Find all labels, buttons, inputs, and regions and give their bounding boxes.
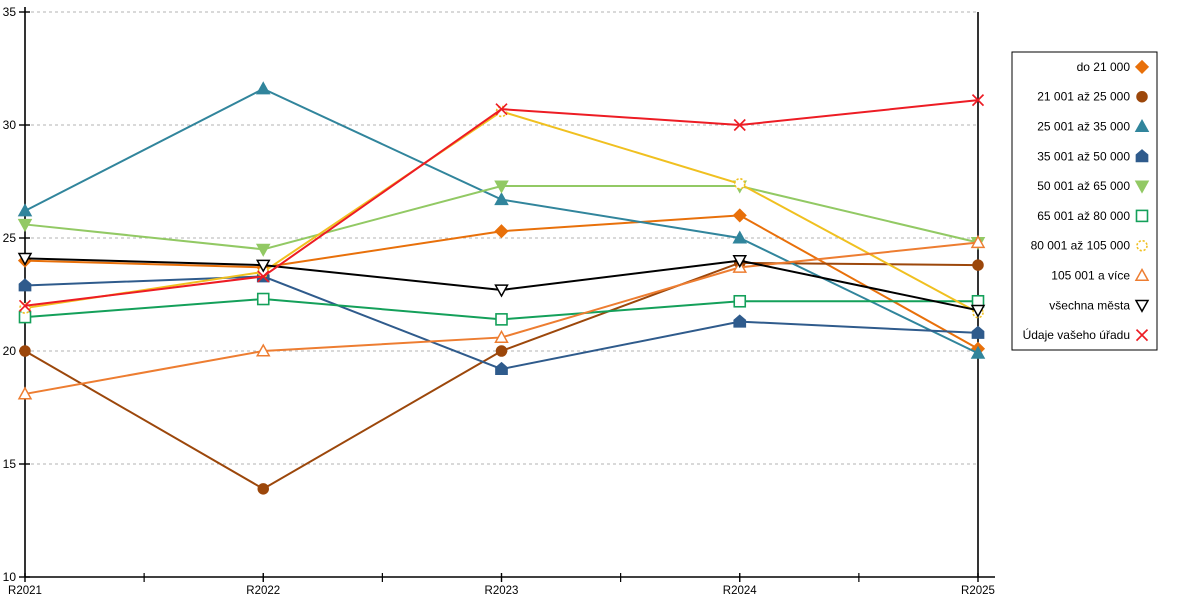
legend-label-3: 35 001 až 50 000 (1037, 149, 1130, 163)
legend-label-5: 65 001 až 80 000 (1037, 209, 1130, 223)
marker-triangle-up-s2-p1 (255, 81, 271, 95)
marker-triangle-up-legend-2 (1134, 118, 1150, 133)
marker-diamond-s0-p2 (494, 224, 509, 239)
marker-square-s5-p2 (495, 313, 508, 326)
marker-triangle-down-s8-p4 (970, 304, 986, 318)
marker-triangle-up-s2-p4 (970, 345, 986, 359)
marker-triangle-down-s8-p3 (732, 255, 748, 269)
marker-triangle-down-s4-p2 (494, 180, 509, 194)
y-tick-label-20: 20 (3, 344, 17, 358)
marker-x-s9-p1 (257, 270, 270, 283)
marker-triangle-down-s4-p0 (17, 218, 33, 232)
marker-circle-legend-1 (1136, 90, 1148, 103)
legend-label-4: 50 001 až 65 000 (1037, 179, 1130, 193)
x-tick-label-R2022: R2022 (246, 585, 280, 597)
series-line-6 (24, 110, 979, 314)
marker-x-s9-p4 (971, 94, 985, 107)
y-tick-label-15: 15 (3, 457, 17, 471)
x-tick-label-R2021: R2021 (8, 585, 42, 597)
legend-label-7: 105 001 a více (1051, 269, 1130, 283)
marker-triangle-up-s2-p0 (17, 203, 33, 217)
x-tick-label-R2024: R2024 (723, 585, 757, 597)
marker-x-s9-p0 (18, 299, 32, 312)
y-tick-label-10: 10 (3, 570, 17, 584)
marker-triangle-down-legend-8 (1134, 299, 1150, 313)
marker-triangle-down-s8-p0 (17, 252, 33, 266)
marker-triangle-up-s7-p2 (494, 329, 509, 343)
marker-pentagon-s3-p2 (495, 361, 508, 376)
marker-triangle-up-legend-7 (1134, 267, 1150, 282)
legend-label-2: 25 001 až 35 000 (1037, 120, 1130, 134)
marker-circle-s1-p1 (257, 483, 269, 495)
marker-triangle-down-legend-4 (1134, 180, 1150, 194)
marker-triangle-down-s4-p1 (255, 243, 271, 257)
marker-circle-s1-p2 (495, 345, 508, 357)
marker-circle-dotted-legend-6 (1136, 239, 1148, 252)
legend-label-8: všechna města (1049, 298, 1130, 312)
y-tick-label-25: 25 (3, 231, 17, 245)
marker-pentagon-legend-3 (1135, 149, 1149, 163)
marker-triangle-down-s8-p2 (494, 284, 509, 298)
marker-triangle-up-s7-p0 (17, 386, 33, 400)
legend-label-6: 80 001 až 105 000 (1031, 239, 1131, 253)
legend-label-1: 21 001 až 25 000 (1037, 90, 1130, 104)
marker-square-s5-p0 (18, 310, 32, 324)
legend-label-0: do 21 000 (1077, 60, 1131, 74)
marker-pentagon-s3-p4 (971, 325, 985, 339)
marker-circle-s1-p4 (972, 259, 984, 271)
marker-triangle-up-s7-p1 (255, 343, 271, 357)
marker-pentagon-s3-p3 (733, 314, 747, 328)
marker-diamond-s0-p3 (732, 208, 747, 223)
marker-triangle-up-s7-p4 (970, 234, 986, 249)
marker-circle-s1-p0 (19, 345, 31, 357)
legend-label-9: Údaje vašeho úřadu (1023, 327, 1130, 342)
y-tick-label-35: 35 (3, 5, 17, 19)
marker-pentagon-s3-p0 (18, 278, 32, 292)
marker-x-legend-9 (1135, 328, 1149, 342)
y-tick-label-30: 30 (3, 118, 17, 132)
marker-x-s9-p3 (733, 118, 746, 132)
x-tick-label-R2025: R2025 (961, 585, 995, 597)
marker-square-s5-p3 (733, 294, 747, 308)
marker-diamond-legend-0 (1134, 59, 1150, 74)
marker-triangle-up-s2-p3 (732, 230, 748, 244)
x-tick-label-R2023: R2023 (485, 585, 519, 597)
marker-circle-dotted-s6-p3 (733, 177, 746, 190)
marker-triangle-up-s2-p2 (494, 192, 509, 206)
marker-square-legend-5 (1135, 209, 1149, 223)
legend-box (1011, 51, 1158, 351)
marker-triangle-down-s8-p1 (255, 259, 271, 273)
marker-square-s5-p1 (256, 292, 270, 306)
marker-x-s9-p2 (495, 103, 508, 116)
